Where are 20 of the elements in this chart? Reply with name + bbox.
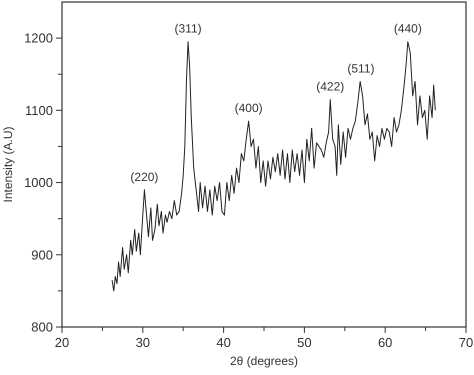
annotation: (511) — [347, 61, 375, 76]
annotation: (220) — [130, 170, 158, 184]
x-tick-label: 40 — [216, 335, 231, 350]
x-tick-label: 30 — [136, 335, 150, 350]
x-tick-label: 50 — [297, 335, 312, 350]
y-tick-label: 800 — [31, 320, 53, 334]
annotation: (422) — [316, 80, 344, 94]
annotation: (440) — [394, 22, 422, 36]
line-series — [112, 41, 436, 292]
x-tick-label: 20 — [54, 335, 70, 350]
y-tick-label: 900 — [31, 247, 53, 262]
y-tick-label: 1000 — [24, 175, 53, 190]
annotation: (311) — [174, 22, 202, 36]
x-tick-label: 70 — [458, 335, 474, 350]
annotation: (400) — [234, 101, 263, 116]
y-tick-label: 1200 — [24, 30, 53, 46]
y-tick-label: 1100 — [25, 102, 53, 118]
x-tick-label: 60 — [378, 335, 392, 350]
y-axis-title: Intensity (A.U) — [1, 126, 15, 203]
x-axis-title: 2θ (degrees) — [230, 354, 298, 368]
